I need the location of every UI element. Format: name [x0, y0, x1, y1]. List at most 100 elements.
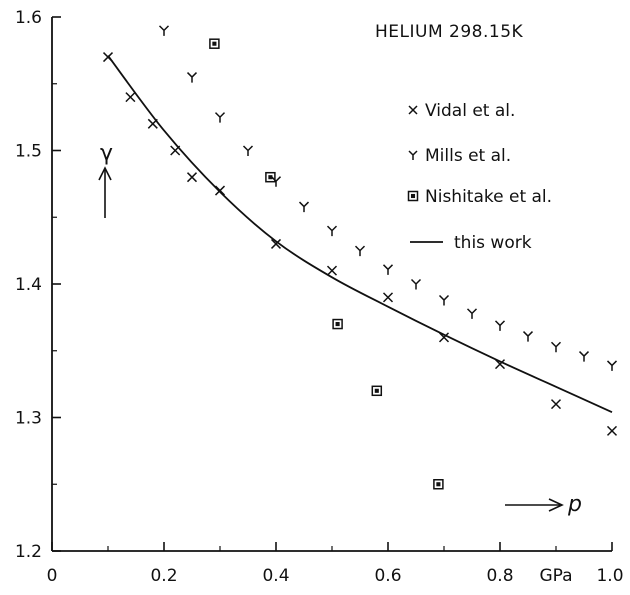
- y-marker-stroke: [326, 225, 338, 237]
- vidal-point: [170, 145, 181, 156]
- tick-marks: [51, 16, 613, 552]
- x-axis-label: p: [505, 492, 582, 517]
- mills-point: [326, 225, 338, 237]
- legend: Vidal et al. Mills et al. Nishitake et al.…: [407, 101, 552, 253]
- x-tick-label: 0.2: [150, 566, 177, 586]
- vidal-point: [606, 425, 618, 436]
- square-marker-outline: [433, 479, 444, 490]
- x-tick-label: 1.0: [596, 566, 623, 586]
- x-marker-stroke: [214, 185, 226, 196]
- nishitake-point: [371, 385, 383, 397]
- x-marker-stroke: [438, 332, 450, 343]
- square-marker-fill: [374, 388, 379, 393]
- vidal-point: [270, 238, 282, 249]
- square-marker-fill: [335, 322, 340, 327]
- mills-point: [466, 308, 478, 319]
- data-points-layer: [102, 25, 618, 490]
- x-marker-stroke: [170, 145, 181, 156]
- nishitake-point: [209, 38, 220, 49]
- square-marker-fill: [212, 41, 217, 46]
- x-tick-label: 0: [47, 566, 58, 586]
- square-marker-fill: [410, 193, 416, 199]
- x-marker-stroke: [147, 118, 158, 129]
- x-marker-stroke: [550, 399, 562, 410]
- y-tick-label: 1.4: [15, 275, 42, 295]
- vidal-point: [214, 185, 226, 196]
- y-marker-stroke: [242, 145, 254, 156]
- x-marker-stroke: [125, 92, 136, 103]
- vidal-point: [382, 292, 394, 303]
- mills-point: [354, 245, 366, 257]
- y-marker-stroke: [382, 264, 394, 275]
- mills-point: [494, 320, 506, 331]
- vidal-point: [186, 172, 198, 183]
- legend-marker-nishitake: [407, 190, 419, 202]
- y-marker-stroke: [354, 245, 366, 257]
- y-tick-label: 1.3: [15, 409, 42, 429]
- square-marker-outline: [332, 318, 343, 330]
- vidal-point: [494, 359, 506, 370]
- nishitake-point: [433, 479, 444, 490]
- y-marker-stroke: [186, 72, 198, 83]
- legend-label: this work: [454, 233, 532, 253]
- y-marker-stroke: [214, 112, 226, 123]
- mills-point: [242, 145, 254, 156]
- square-marker-fill: [436, 482, 441, 487]
- y-marker-stroke: [466, 308, 478, 319]
- vidal-point: [550, 399, 562, 410]
- vidal-point: [438, 332, 450, 343]
- square-marker-outline: [265, 171, 276, 183]
- mills-point: [298, 201, 310, 213]
- legend-marker-mills: [408, 150, 418, 160]
- y-marker-stroke: [550, 341, 562, 353]
- tick-labels: 1.2 1.3 1.4 1.5 1.6 0 0.2 0.4 0.6 0.8 1.0 GPa: [15, 8, 624, 586]
- vidal-point: [125, 92, 136, 103]
- y-marker-stroke: [408, 150, 418, 160]
- y-axis-symbol: γ: [100, 141, 113, 166]
- mills-point: [186, 72, 198, 83]
- x-marker-stroke: [186, 172, 198, 183]
- legend-label: Vidal et al.: [425, 101, 515, 121]
- legend-marker-vidal: [408, 105, 418, 115]
- y-tick-label: 1.6: [15, 8, 42, 28]
- y-tick-label: 1.5: [15, 142, 42, 162]
- square-marker-outline: [371, 385, 383, 397]
- y-marker-stroke: [270, 176, 282, 187]
- x-tick-label: 0.8: [486, 566, 513, 586]
- nishitake-point: [265, 171, 276, 183]
- square-marker-outline: [209, 38, 220, 49]
- mills-point: [578, 351, 590, 362]
- mills-point: [270, 176, 282, 187]
- x-tick-label: 0.6: [374, 566, 401, 586]
- x-marker-stroke: [494, 359, 506, 370]
- mills-point: [410, 278, 422, 290]
- x-unit-label: GPa: [539, 566, 572, 586]
- x-marker-stroke: [606, 425, 618, 436]
- y-marker-stroke: [438, 294, 450, 306]
- vidal-point: [326, 265, 338, 276]
- chart-title: HELIUM 298.15K: [375, 22, 524, 42]
- x-axis-symbol: p: [567, 492, 582, 517]
- y-axis-label: γ: [98, 141, 113, 218]
- mills-point: [382, 264, 394, 275]
- square-marker-fill: [268, 175, 273, 180]
- x-tick-label: 0.4: [262, 566, 289, 586]
- fit-curve-layer: [107, 55, 613, 413]
- mills-point: [438, 294, 450, 306]
- y-marker-stroke: [606, 360, 618, 371]
- vidal-point: [102, 52, 114, 63]
- y-marker-stroke: [522, 331, 534, 342]
- nishitake-point: [332, 318, 343, 330]
- axes: [51, 17, 612, 552]
- y-marker-stroke: [158, 25, 170, 36]
- x-marker-stroke: [382, 292, 394, 303]
- mills-point: [606, 360, 618, 371]
- x-marker-stroke: [102, 52, 114, 63]
- y-marker-stroke: [578, 351, 590, 362]
- y-marker-stroke: [298, 201, 310, 213]
- y-marker-stroke: [410, 278, 422, 290]
- x-axis-arrow-head: [548, 498, 564, 512]
- mills-point: [522, 331, 534, 342]
- mills-point: [550, 341, 562, 353]
